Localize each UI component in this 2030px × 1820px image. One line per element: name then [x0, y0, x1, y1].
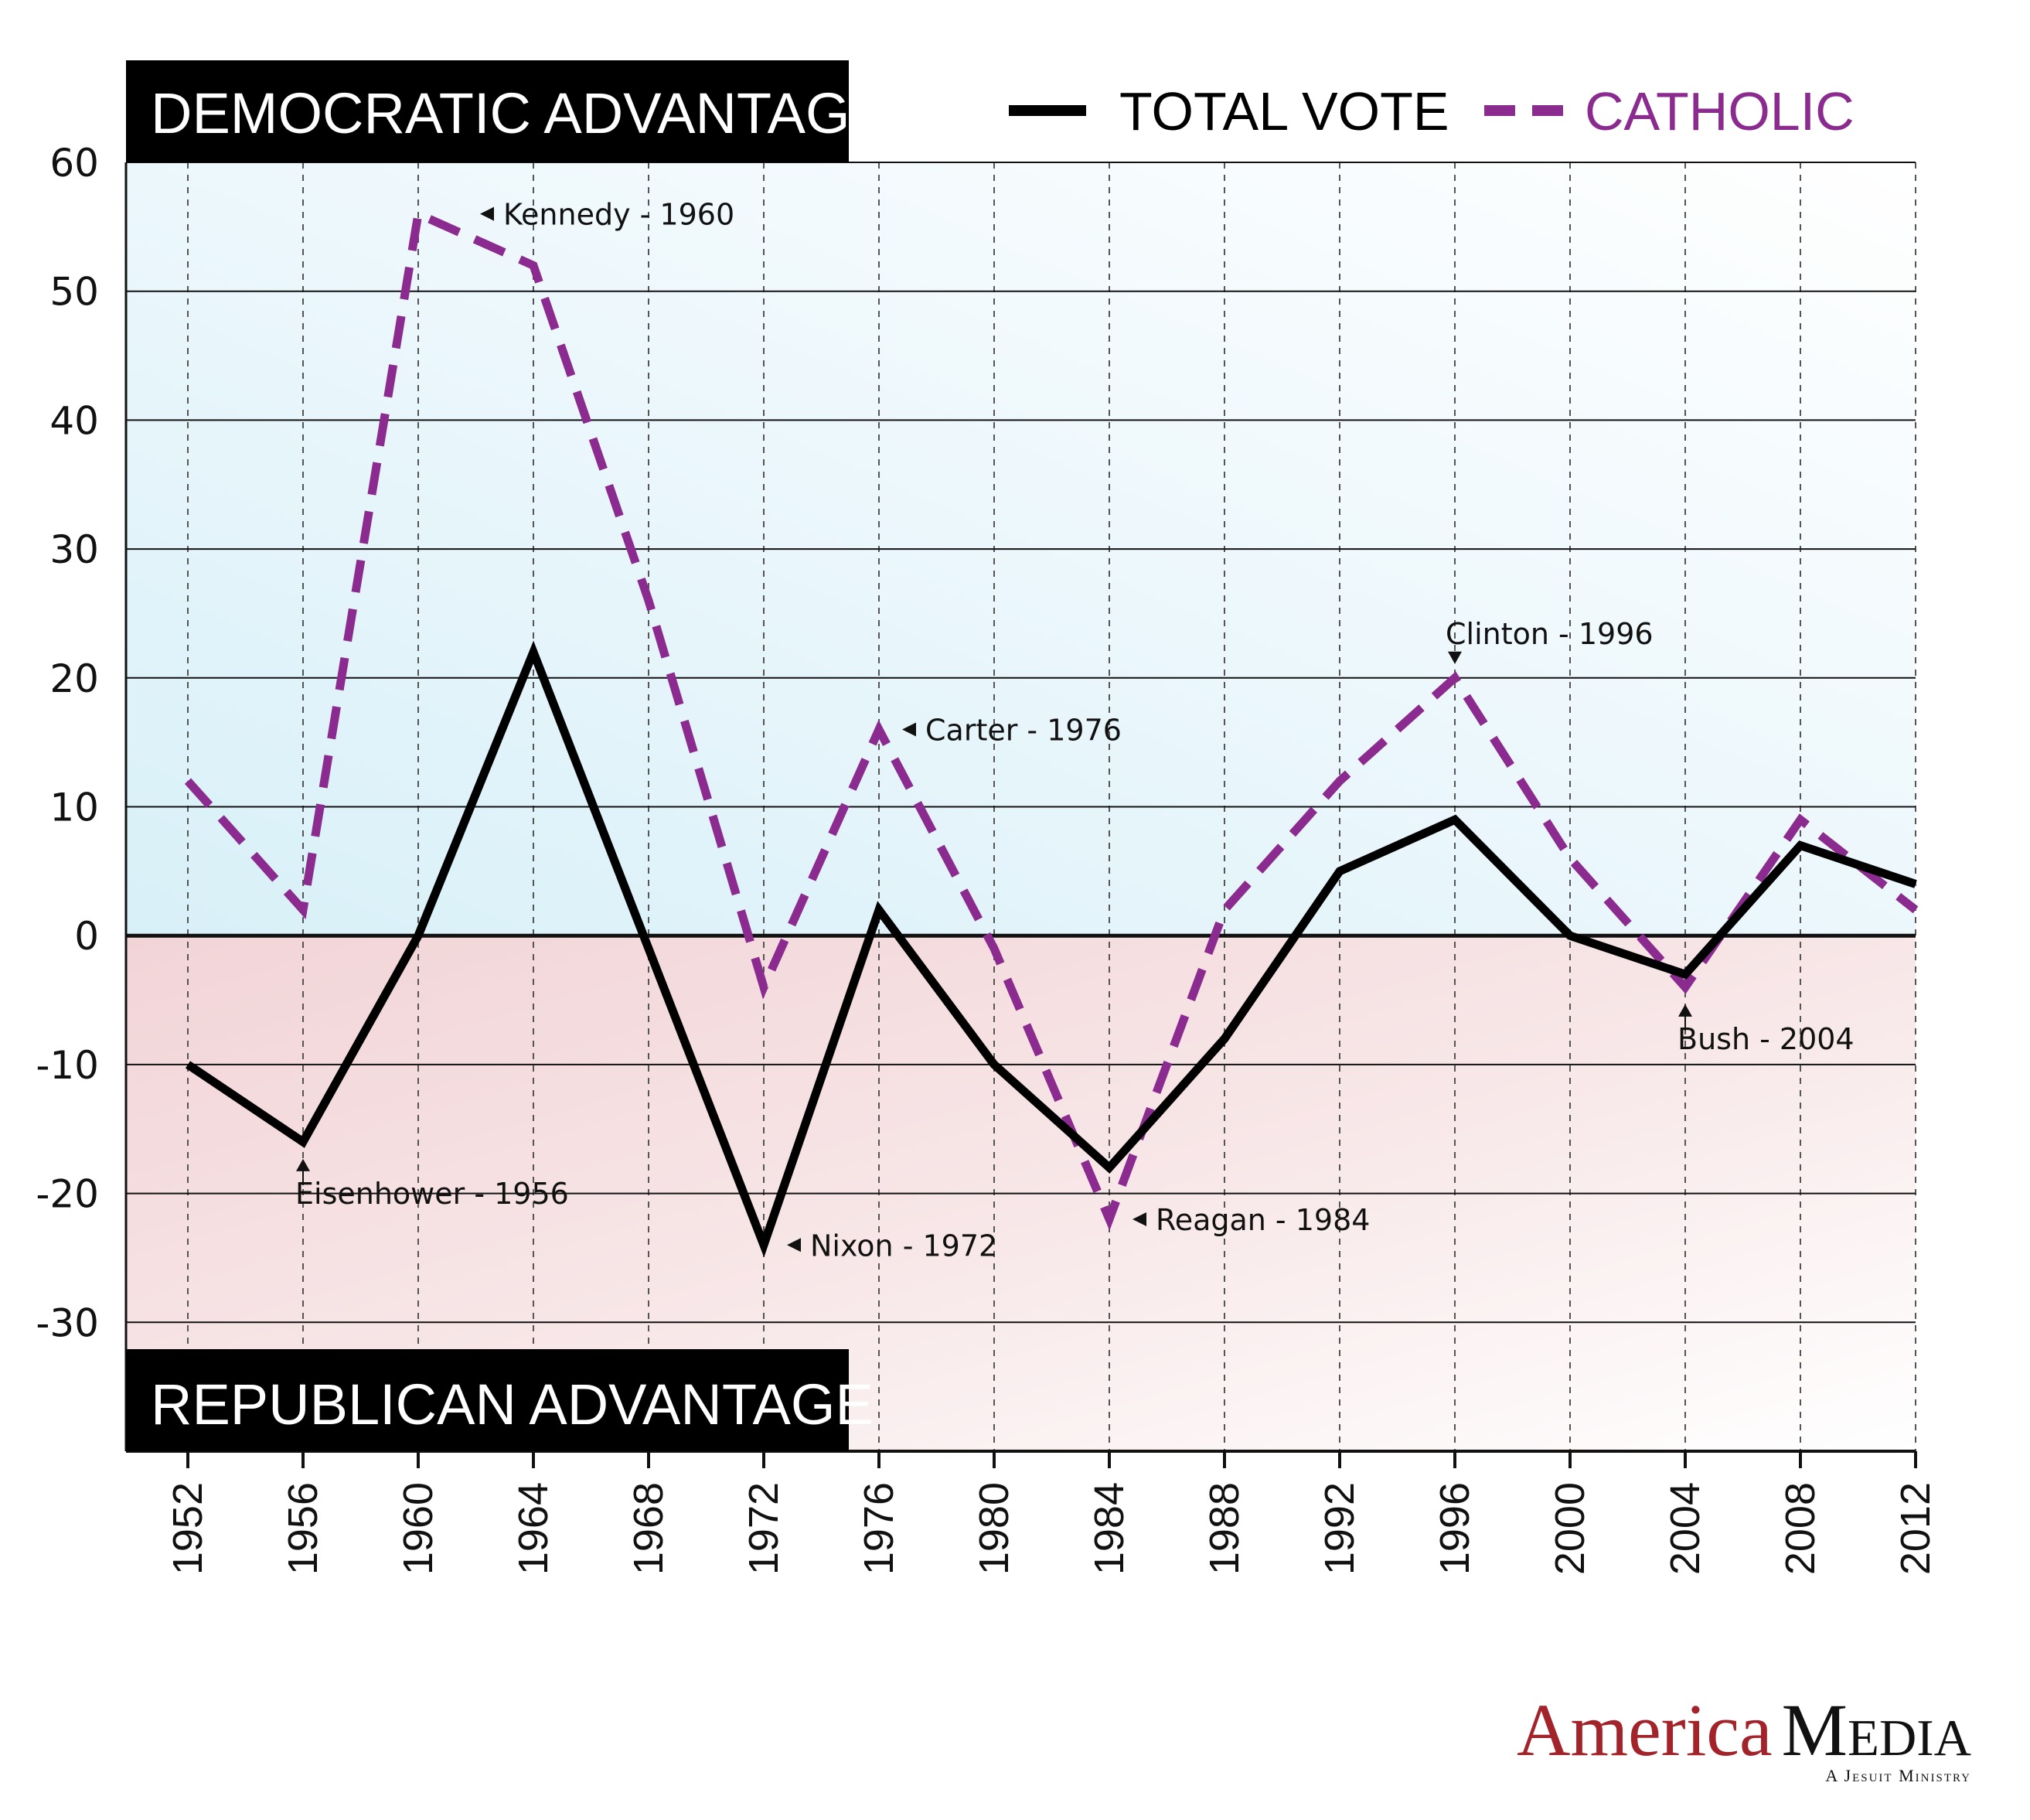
- x-tick-label: 1964: [510, 1482, 557, 1575]
- annotation-pointer: [787, 1238, 801, 1253]
- series-line-total: [185, 640, 1917, 1258]
- y-tick-label: 40: [49, 398, 99, 443]
- annotation-pointer: [480, 206, 494, 221]
- legend: TOTAL VOTE CATHOLIC: [1009, 81, 1855, 141]
- series-line-catholic: [184, 207, 1919, 1231]
- y-tick-label: 50: [49, 270, 99, 315]
- x-tick-label: 1968: [625, 1482, 672, 1575]
- y-tick-label: -20: [36, 1172, 99, 1217]
- y-tick-label: 10: [49, 786, 99, 830]
- annotation: Eisenhower - 1956: [295, 1158, 569, 1211]
- brand-name-media: Media: [1781, 1689, 1971, 1771]
- x-tick-label: 2012: [1892, 1482, 1939, 1575]
- x-tick-label: 1992: [1316, 1482, 1363, 1575]
- annotation-label: Carter - 1976: [925, 713, 1122, 747]
- annotation-pointer: [902, 722, 916, 737]
- annotation: Reagan - 1984: [1133, 1203, 1370, 1237]
- annotation: Bush - 2004: [1677, 1004, 1855, 1056]
- x-axis-ticks: 1952 1956 1960 1964 1968 1972 1976 1980 1984 1988…: [165, 1482, 1939, 1575]
- x-tick-label: 1952: [165, 1482, 211, 1575]
- annotation: Carter - 1976: [902, 713, 1122, 747]
- annotation-pointer: [1678, 1004, 1692, 1017]
- annotation-label: Clinton - 1996: [1446, 617, 1654, 651]
- legend-catholic-label: CATHOLIC: [1585, 81, 1855, 141]
- y-tick-label: 60: [49, 141, 99, 186]
- y-tick-label: 20: [49, 656, 99, 701]
- republican-advantage-label: REPUBLICAN ADVANTAGE: [151, 1372, 874, 1437]
- annotation-pointer: [1448, 651, 1462, 664]
- x-tick-label: 1984: [1086, 1482, 1133, 1575]
- y-tick-label: 30: [49, 527, 99, 572]
- x-tick-label: 1980: [971, 1482, 1017, 1575]
- annotation-label: Eisenhower - 1956: [295, 1177, 569, 1211]
- y-tick-label: -10: [36, 1043, 99, 1088]
- brand-tagline: A Jesuit Ministry: [1825, 1766, 1971, 1785]
- brand-name-america: America: [1517, 1689, 1773, 1771]
- legend-total-label: TOTAL VOTE: [1119, 81, 1449, 141]
- annotation-pointer: [1133, 1212, 1146, 1226]
- top-banner: DEMOCRATIC ADVANTAGE: [126, 60, 888, 162]
- annotation-pointer: [296, 1158, 310, 1171]
- annotation-label: Nixon - 1972: [810, 1229, 997, 1263]
- america-media-logo: America Media A Jesuit Ministry: [1407, 1692, 1971, 1786]
- annotation-label: Bush - 2004: [1677, 1022, 1855, 1056]
- x-tick-label: 1976: [856, 1482, 902, 1575]
- y-tick-label: -30: [36, 1300, 99, 1345]
- x-tick-label: 2004: [1662, 1482, 1708, 1575]
- x-tick-label: 1960: [395, 1482, 441, 1575]
- series-layer: [184, 207, 1919, 1258]
- x-tick-label: 2000: [1547, 1482, 1593, 1575]
- x-tick-label: 1988: [1201, 1482, 1248, 1575]
- annotation: Nixon - 1972: [787, 1229, 997, 1263]
- x-tick-label: 1972: [741, 1482, 787, 1575]
- annotations-layer: Kennedy - 1960 Carter - 1976 Clinton - 199…: [295, 198, 1855, 1263]
- x-tick-label: 1956: [280, 1482, 326, 1575]
- annotation: Kennedy - 1960: [480, 198, 734, 232]
- annotation-label: Kennedy - 1960: [503, 198, 734, 232]
- x-tick-label: 1996: [1432, 1482, 1478, 1575]
- annotation-label: Reagan - 1984: [1156, 1203, 1370, 1237]
- y-tick-label: 0: [74, 914, 99, 959]
- x-tick-label: 2008: [1777, 1482, 1824, 1575]
- democratic-advantage-label: DEMOCRATIC ADVANTAGE: [151, 81, 888, 145]
- y-axis-ticks: 60 50 40 30 20 10 0 -10 -20 -30: [36, 141, 99, 1345]
- bottom-banner: REPUBLICAN ADVANTAGE: [126, 1349, 874, 1451]
- annotation: Clinton - 1996: [1446, 617, 1654, 664]
